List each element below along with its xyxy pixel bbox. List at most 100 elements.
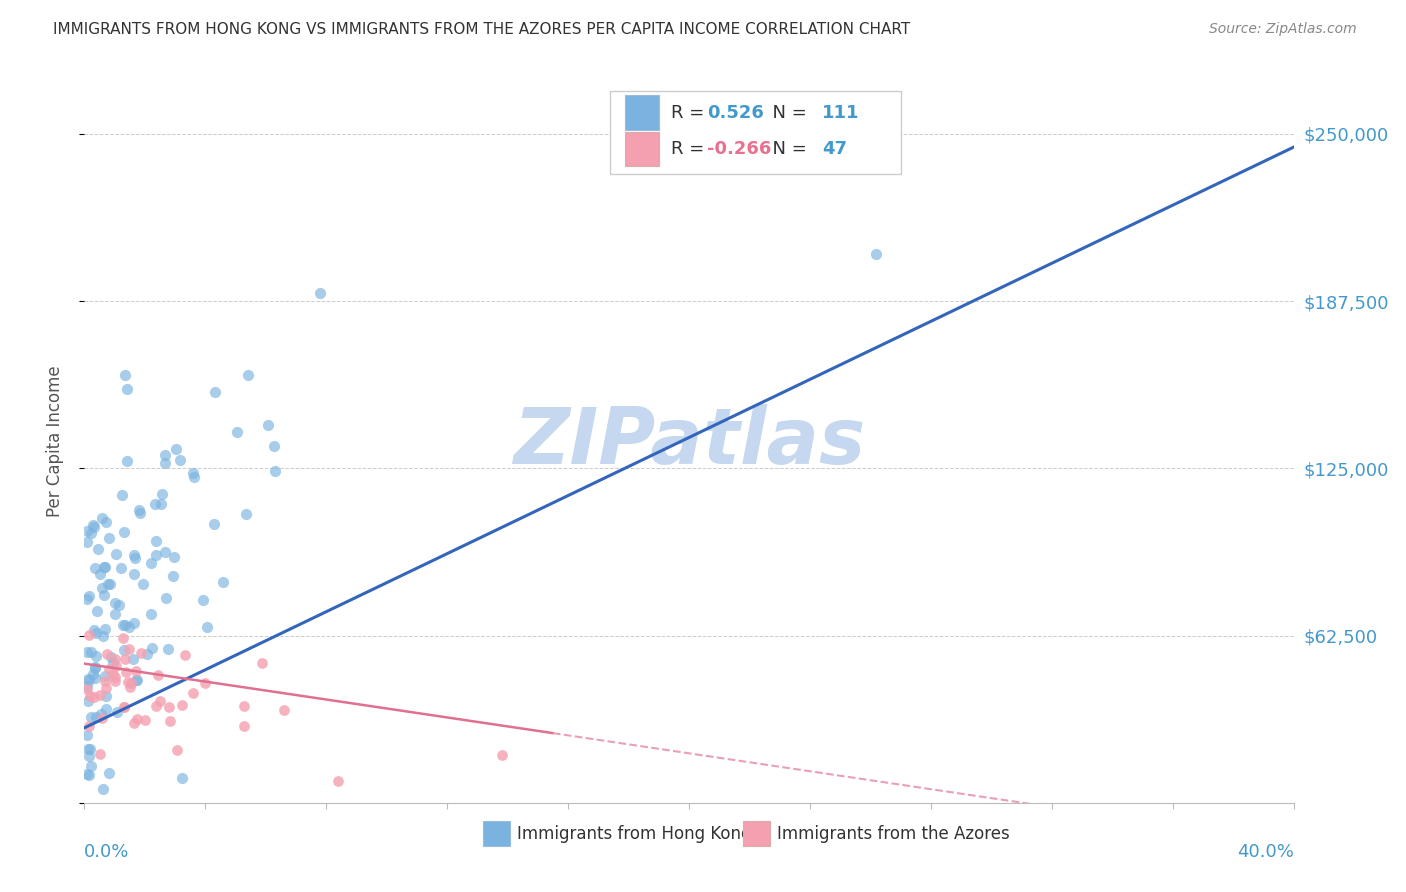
Point — [86, 604, 108, 618]
Point — [93, 588, 115, 602]
Point — [108, 598, 131, 612]
Point — [76, 766, 98, 780]
Point — [149, 694, 172, 708]
Point — [273, 703, 295, 717]
Point — [98, 577, 121, 591]
Text: 47: 47 — [823, 140, 846, 158]
Point — [145, 698, 167, 713]
Point — [117, 674, 139, 689]
Point — [114, 652, 136, 666]
Text: -0.266: -0.266 — [707, 140, 772, 158]
Point — [97, 531, 120, 545]
Point — [96, 647, 118, 661]
Point — [94, 622, 117, 636]
Point — [110, 488, 132, 502]
Point — [86, 710, 108, 724]
Point — [96, 690, 118, 704]
Point — [94, 673, 117, 688]
Text: ZIPatlas: ZIPatlas — [513, 403, 865, 480]
Point — [89, 567, 111, 582]
Point — [169, 452, 191, 467]
Point — [157, 642, 180, 657]
Point — [114, 618, 136, 632]
Point — [165, 442, 187, 457]
Y-axis label: Per Capita Income: Per Capita Income — [45, 366, 63, 517]
Point — [111, 618, 134, 632]
Point — [90, 711, 112, 725]
FancyBboxPatch shape — [484, 821, 510, 847]
Point — [122, 566, 145, 581]
Point — [125, 673, 148, 688]
Point — [264, 464, 287, 478]
Point — [122, 548, 145, 562]
Point — [132, 577, 155, 591]
Point — [83, 659, 105, 673]
Text: 0.526: 0.526 — [707, 103, 763, 122]
Point — [104, 670, 127, 684]
Point — [170, 772, 193, 786]
Point — [328, 774, 350, 789]
Point — [90, 706, 112, 721]
Point — [93, 560, 115, 574]
Point — [491, 747, 513, 762]
Point — [79, 628, 101, 642]
Point — [93, 669, 115, 683]
Point — [170, 698, 193, 712]
Text: N =: N = — [762, 103, 813, 122]
Point — [166, 743, 188, 757]
Point — [112, 642, 135, 657]
Point — [115, 382, 138, 396]
Point — [82, 518, 104, 533]
Point — [77, 749, 100, 764]
Point — [104, 596, 127, 610]
Point — [122, 716, 145, 731]
Point — [136, 647, 159, 661]
Point — [212, 575, 235, 590]
Point — [105, 658, 128, 673]
Point — [94, 515, 117, 529]
Point — [153, 456, 176, 470]
Point — [76, 645, 98, 659]
Point — [226, 425, 249, 439]
Point — [183, 470, 205, 484]
Point — [104, 652, 127, 666]
Point — [117, 453, 139, 467]
Text: 111: 111 — [823, 103, 859, 122]
Point — [112, 524, 135, 539]
Text: R =: R = — [671, 140, 710, 158]
Text: 40.0%: 40.0% — [1237, 843, 1294, 861]
Text: Immigrants from Hong Kong: Immigrants from Hong Kong — [517, 824, 752, 843]
Point — [153, 545, 176, 559]
Point — [256, 417, 278, 432]
Point — [104, 674, 127, 689]
Point — [235, 507, 257, 521]
Point — [84, 560, 107, 574]
Point — [84, 671, 107, 685]
Point — [124, 615, 146, 630]
FancyBboxPatch shape — [624, 95, 659, 130]
Point — [127, 673, 149, 687]
Point — [233, 698, 256, 713]
Point — [86, 626, 108, 640]
Point — [94, 701, 117, 715]
Point — [80, 526, 103, 541]
Point — [865, 247, 887, 261]
Point — [100, 649, 122, 664]
Point — [77, 673, 100, 688]
Point — [174, 648, 197, 662]
Point — [128, 503, 150, 517]
Point — [87, 542, 110, 557]
Point — [94, 681, 117, 696]
Point — [97, 576, 120, 591]
Point — [145, 497, 167, 511]
Point — [80, 759, 103, 773]
Point — [263, 439, 285, 453]
Point — [77, 694, 100, 708]
Point — [204, 384, 226, 399]
Point — [128, 507, 150, 521]
Point — [83, 690, 105, 704]
Text: Immigrants from the Azores: Immigrants from the Azores — [778, 824, 1010, 843]
Text: R =: R = — [671, 103, 710, 122]
Point — [76, 682, 98, 697]
Point — [141, 607, 163, 621]
